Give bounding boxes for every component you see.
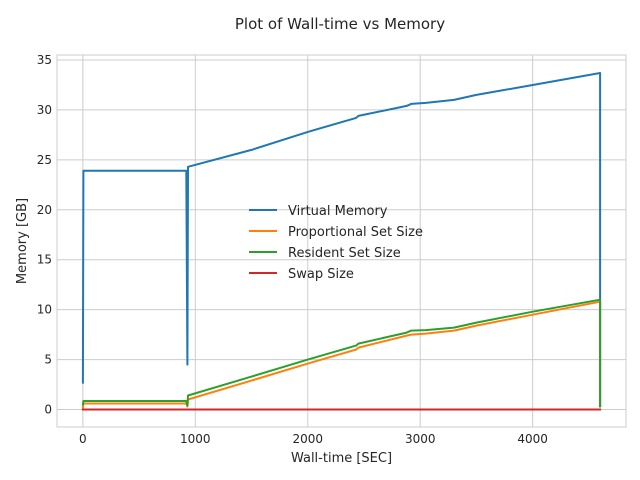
legend-label: Swap Size (288, 267, 354, 282)
y-axis-label: Memory [GB] (15, 198, 30, 284)
legend: Virtual Memory Proportional Set Size Resid… (249, 204, 423, 282)
y-tick-label: 15 (37, 253, 52, 267)
series-line-resident-set-size (81, 298, 602, 408)
legend-label: Virtual Memory (288, 204, 388, 219)
legend-label: Proportional Set Size (288, 225, 423, 240)
tick-labels: 0 1000 2000 3000 4000 0 5 10 15 20 25 30 35 (37, 53, 548, 446)
x-tick-label: 3000 (405, 432, 436, 446)
y-tick-label: 10 (37, 303, 52, 317)
x-tick-label: 4000 (517, 432, 548, 446)
y-tick-label: 30 (37, 103, 52, 117)
y-tick-label: 25 (37, 153, 52, 167)
y-tick-label: 35 (37, 53, 52, 67)
y-tick-label: 5 (44, 353, 52, 367)
plot-area (56, 54, 627, 428)
x-tick-label: 2000 (292, 432, 323, 446)
series-line-virtual-memory (81, 72, 602, 408)
series-lines (81, 72, 602, 411)
x-tick-label: 1000 (180, 432, 211, 446)
x-tick-label: 0 (79, 432, 87, 446)
chart-title: Plot of Wall-time vs Memory (235, 15, 445, 33)
x-axis-label: Wall-time [SEC] (291, 451, 392, 466)
y-tick-label: 20 (37, 203, 52, 217)
legend-label: Resident Set Size (288, 246, 401, 261)
y-tick-label: 0 (44, 403, 52, 417)
